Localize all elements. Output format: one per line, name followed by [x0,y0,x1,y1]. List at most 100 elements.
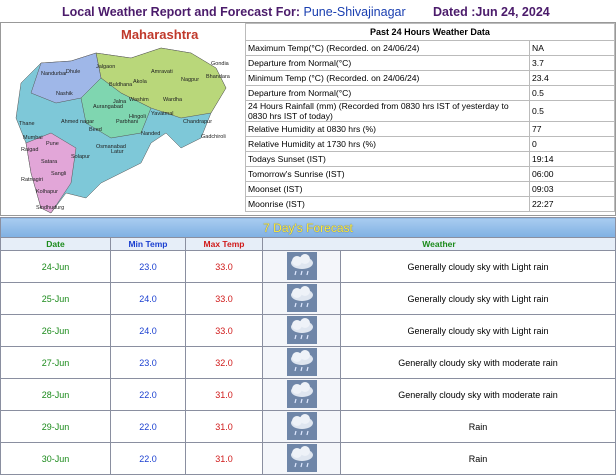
weather-text: Generally cloudy sky with Light rain [340,282,616,315]
past-label: Minimum Temp (°C) (Recorded. on 24/06/24… [245,70,530,86]
map-label: Amravati [151,69,173,75]
summary-panel: Maharashtra Nandurbar Dhule Jalgaon Buldhan… [0,22,616,216]
column-header: Weather [262,237,616,251]
forecast-row: 28-Jun 22.0 31.0 Generally cloudy sky with … [0,378,616,411]
weather-text: Rain [340,410,616,443]
past-value: 0.5 [529,100,615,122]
map-label: Beed [89,127,102,133]
map-title: Maharashtra [121,27,199,42]
past-header-row: Past 24 Hours Weather Data [245,23,615,41]
forecast-cell: 31.0 [185,410,263,443]
weather-icon [286,379,317,408]
past-label: Moonset (IST) [245,181,530,197]
past-value: 3.7 [529,55,615,71]
header: Local Weather Report and Forecast For: P… [0,0,616,22]
forecast-cell: 32.0 [185,346,263,379]
map: Maharashtra Nandurbar Dhule Jalgaon Buldhan… [15,27,231,214]
forecast-cell: 31.0 [185,378,263,411]
weather-icon [286,443,317,472]
map-label: Nandurbar [41,71,67,77]
past-label: Relative Humidity at 1730 hrs (%) [245,136,530,152]
map-label: Solapur [71,154,90,160]
forecast-cell: 24.0 [110,282,186,315]
weather-icon [286,251,317,280]
forecast-cell: 26-Jun [0,314,111,347]
forecast-cell: 33.0 [185,250,263,283]
map-label: Chandrapur [183,119,212,125]
forecast-cell: 22.0 [110,378,186,411]
forecast-row: 26-Jun 24.0 33.0 Generally cloudy sky with … [0,314,616,347]
map-label: Nanded [141,131,160,137]
forecast-cell: 24-Jun [0,250,111,283]
map-label: Jalna [113,99,127,105]
weather-icon [286,283,317,312]
column-header-row: Date Min Temp Max Temp Weather [0,237,616,251]
map-label: Jalgaon [96,64,115,70]
weather-icon [286,411,317,440]
forecast-cell: 27-Jun [0,346,111,379]
forecast-row: 24-Jun 23.0 33.0 Generally cloudy sky with … [0,250,616,283]
past-row: Minimum Temp (°C) (Recorded. on 24/06/24… [245,70,615,86]
past-row: 24 Hours Rainfall (mm) (Recorded from 08… [245,100,615,122]
map-label: Bhandara [206,74,231,80]
forecast-band: 7 Day's Forecast [0,217,616,238]
forecast-row: 27-Jun 23.0 32.0 Generally cloudy sky with … [0,346,616,379]
map-label: Pune [46,141,59,147]
header-title: Local Weather Report and Forecast For: [62,5,301,19]
past-row: Moonset (IST) 09:03 [245,181,615,197]
forecast-cell: 22.0 [110,410,186,443]
map-label: Buldhana [109,82,133,88]
past-row: Todays Sunset (IST) 19:14 [245,151,615,167]
map-label: Raigad [21,147,38,153]
past-row: Departure from Normal(°C) 3.7 [245,55,615,71]
past-row: Tomorrow's Sunrise (IST) 06:00 [245,166,615,182]
past-value: 22:27 [529,196,615,212]
past-table: Past 24 Hours Weather Data Maximum Temp(°… [245,23,615,212]
past-value: 09:03 [529,181,615,197]
past-label: 24 Hours Rainfall (mm) (Recorded from 08… [245,100,530,122]
map-label: Latur [111,149,124,155]
weather-icon [286,315,317,344]
weather-icon [286,347,317,376]
past-value: 77 [529,121,615,137]
forecast-table: 7 Day's Forecast Date Min Temp Max Temp Weat… [0,217,616,475]
weather-text: Generally cloudy sky with moderate rain [340,378,616,411]
map-label: Washim [129,97,149,103]
forecast-band-row: 7 Day's Forecast [0,217,616,238]
map-label: Ratnagiri [21,177,43,183]
station: Pune-Shivajinagar [303,5,406,19]
map-label: Thane [19,121,35,127]
past-label: Maximum Temp(°C) (Recorded. on 24/06/24) [245,40,530,56]
icon-cell [262,250,341,283]
forecast-cell: 22.0 [110,442,186,475]
map-label: Hingoli [129,114,146,120]
map-label: Ahmed nagar [61,119,94,125]
weather-text: Rain [340,442,616,475]
forecast-row: 29-Jun 22.0 31.0 Rain [0,410,616,443]
past-row: Relative Humidity at 0830 hrs (%) 77 [245,121,615,137]
past-value: 0 [529,136,615,152]
forecast-cell: 31.0 [185,442,263,475]
map-label: Osmanabad [96,144,126,150]
past-value: 0.5 [529,85,615,101]
column-header: Min Temp [110,237,186,251]
icon-cell [262,378,341,411]
map-label: Nagpur [181,77,199,83]
map-label: Mumbai [23,135,43,141]
map-label: Wardha [163,97,183,103]
past-value: 06:00 [529,166,615,182]
past-row: Relative Humidity at 1730 hrs (%) 0 [245,136,615,152]
icon-cell [262,442,341,475]
forecast-cell: 23.0 [110,250,186,283]
past-label: Tomorrow's Sunrise (IST) [245,166,530,182]
past-label: Todays Sunset (IST) [245,151,530,167]
forecast-row: 25-Jun 24.0 33.0 Generally cloudy sky with … [0,282,616,315]
forecast-title: 7 Day's Forecast [263,220,353,235]
forecast-cell: 29-Jun [0,410,111,443]
region [25,132,77,214]
past-label: Relative Humidity at 0830 hrs (%) [245,121,530,137]
map-label: Gondia [211,61,230,67]
map-label: Kolhapur [36,189,58,195]
forecast-cell: 25-Jun [0,282,111,315]
